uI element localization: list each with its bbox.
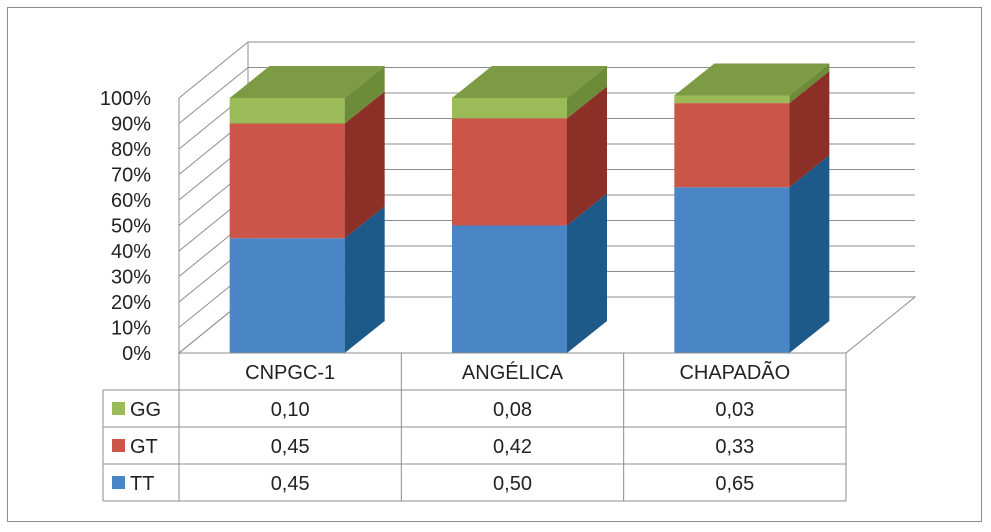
bar-side (344, 206, 385, 353)
legend-key-tt (112, 476, 125, 489)
bar-side (344, 91, 385, 239)
data-label: 0,08 (493, 399, 532, 421)
data-label: 0,33 (715, 436, 754, 458)
legend-label: GT (130, 436, 158, 458)
bars (229, 63, 830, 353)
legend-label: TT (130, 473, 154, 495)
bar-front (452, 98, 567, 119)
data-label: 0,65 (715, 473, 754, 495)
bar-segment-gt (452, 86, 607, 226)
bar-side (567, 86, 607, 226)
y-tick-label: 90% (111, 114, 151, 136)
bar-segment-gg (452, 66, 607, 119)
data-label: 0,03 (715, 399, 754, 421)
category-label: CHAPADÃO (679, 360, 790, 384)
bar-side (567, 193, 607, 353)
bar-front (229, 123, 345, 239)
bar-front (674, 95, 790, 104)
y-tick-label: 20% (111, 292, 151, 314)
bar-segment-gg (674, 63, 830, 104)
stacked-3d-bar-chart: 0% 10% 20% 30% 40% 50% 60% 70% 80% 90% 100% CNPGC-… (100, 41, 917, 502)
category-label: ANGÉLICA (462, 361, 564, 384)
bar-side (567, 66, 607, 119)
bar-front (229, 98, 345, 124)
category-label: CNPGC-1 (245, 362, 335, 384)
data-label: 0,42 (493, 436, 532, 458)
y-tick-label: 100% (100, 88, 151, 110)
y-tick-label: 60% (111, 190, 151, 212)
bar-segment-tt (229, 206, 385, 353)
y-tick-label: 0% (122, 343, 151, 365)
bar-side (789, 155, 830, 353)
bar-side (789, 63, 830, 104)
legend-label: GG (130, 399, 161, 421)
bar-top (674, 63, 830, 96)
bar-segment-gg (229, 66, 385, 124)
legend-key-gt (112, 439, 125, 452)
data-label: 0,45 (271, 473, 310, 495)
bar-segment-tt (452, 193, 607, 353)
bar-side (789, 71, 830, 188)
data-label: 0,50 (493, 473, 532, 495)
legend-key-gg (112, 402, 125, 415)
bar-top (229, 66, 385, 98)
bar-segment-tt (674, 155, 830, 353)
y-tick-label: 50% (111, 216, 151, 238)
bar-front (452, 225, 567, 353)
data-label: 0,10 (271, 399, 310, 421)
y-tick-label: 70% (111, 165, 151, 187)
bar-top (452, 66, 607, 98)
bar-segment-gt (674, 71, 830, 188)
chart-frame: 0% 10% 20% 30% 40% 50% 60% 70% 80% 90% 100% CNPGC-… (7, 7, 982, 522)
y-tick-label: 40% (111, 241, 151, 263)
y-tick-label: 30% (111, 267, 151, 289)
bar-front (452, 118, 567, 226)
y-tick-label: 80% (111, 139, 151, 161)
y-axis: 0% 10% 20% 30% 40% 50% 60% 70% 80% 90% 100% (100, 88, 151, 365)
bar-front (674, 103, 790, 188)
bar-front (229, 238, 345, 353)
side-gridline (178, 67, 249, 124)
side-gridline (178, 41, 249, 99)
bar-front (674, 187, 790, 353)
data-label: 0,45 (271, 436, 310, 458)
y-tick-label: 10% (111, 318, 151, 340)
bar-segment-gt (229, 91, 385, 239)
bar-side (344, 66, 385, 124)
data-table: CNPGC-1 ANGÉLICA CHAPADÃO GG 0,10 0,08 0,03 GT 0… (102, 352, 847, 502)
